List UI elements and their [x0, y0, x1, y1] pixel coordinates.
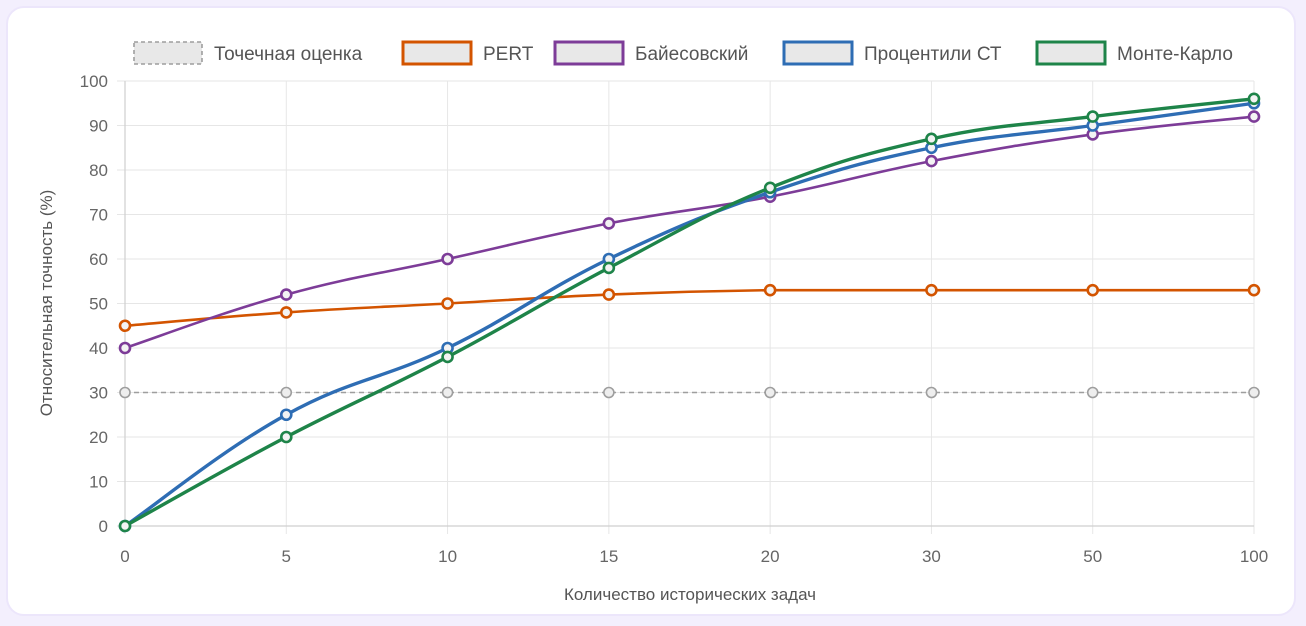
- data-point: [1086, 110, 1100, 123]
- x-tick-label: 50: [1083, 547, 1102, 566]
- series-line: [124, 288, 1254, 328]
- x-tick-label: 5: [282, 547, 291, 566]
- data-point: [925, 283, 938, 297]
- legend-item-1: PERT: [401, 40, 534, 66]
- data-point: [925, 132, 938, 146]
- legend: Точечная оценка PERT Байесовский Процентили…: [133, 40, 1233, 66]
- data-point: [118, 341, 132, 355]
- series-0: [119, 386, 1260, 399]
- axes: [124, 81, 1254, 527]
- legend-swatch: [782, 40, 854, 66]
- series-1: [118, 283, 1261, 333]
- y-axis-title: Относительная точность (%): [37, 190, 56, 417]
- y-tick-label: 80: [89, 161, 108, 180]
- x-tick-label: 10: [438, 547, 457, 566]
- y-tick-label: 70: [89, 206, 108, 225]
- x-tick-label: 100: [1240, 547, 1268, 566]
- data-point: [279, 408, 293, 422]
- data-point: [441, 386, 454, 399]
- data-point: [441, 252, 454, 266]
- tick-labels: 0 10 20 30 40 50 60 70 80 90 100 0 5 10 15 20 30 50 100: [80, 72, 1269, 566]
- chart-card: [6, 6, 1296, 616]
- data-point: [118, 519, 132, 533]
- data-point: [602, 261, 616, 275]
- y-tick-label: 90: [89, 117, 108, 136]
- data-point: [1086, 283, 1100, 297]
- data-point: [279, 430, 293, 444]
- series-4: [118, 92, 1261, 533]
- data-point: [1247, 283, 1261, 297]
- data-point: [1086, 386, 1099, 399]
- data-point: [925, 154, 938, 168]
- data-point: [118, 319, 132, 333]
- legend-label: PERT: [483, 44, 534, 65]
- y-tick-label: 100: [80, 72, 108, 91]
- x-axis-title: Количество исторических задач: [564, 585, 816, 604]
- data-point: [763, 181, 777, 195]
- legend-item-0: Точечная оценка: [133, 41, 363, 65]
- series-line: [124, 97, 1255, 528]
- series-2: [118, 110, 1261, 355]
- data-point: [280, 386, 293, 399]
- y-tick-label: 30: [89, 384, 108, 403]
- legend-label: Процентили СТ: [864, 44, 1002, 65]
- x-tick-label: 30: [922, 547, 941, 566]
- data-point: [1247, 110, 1261, 123]
- series-line: [124, 101, 1255, 528]
- legend-label: Точечная оценка: [214, 44, 363, 65]
- data-point: [602, 288, 616, 301]
- legend-label: Байесовский: [635, 44, 748, 65]
- data-point: [602, 217, 616, 230]
- legend-item-3: Процентили СТ: [782, 40, 1002, 66]
- legend-label: Монте-Карло: [1117, 44, 1233, 65]
- legend-swatch: [401, 40, 473, 66]
- data-point: [925, 386, 938, 399]
- y-tick-label: 20: [89, 428, 108, 447]
- data-point: [279, 288, 293, 301]
- legend-item-2: Байесовский: [553, 40, 748, 66]
- legend-swatch: [1035, 40, 1107, 66]
- data-point: [441, 350, 454, 364]
- data-point: [119, 386, 131, 399]
- series-line: [124, 115, 1255, 350]
- legend-item-4: Монте-Карло: [1035, 40, 1233, 66]
- y-tick-label: 0: [99, 517, 108, 536]
- data-point: [764, 386, 776, 399]
- y-tick-label: 10: [89, 473, 108, 492]
- legend-swatch: [553, 40, 625, 66]
- data-point: [441, 297, 454, 310]
- series-lines: [118, 92, 1261, 533]
- x-tick-label: 15: [599, 547, 618, 566]
- y-tick-label: 40: [89, 339, 108, 358]
- data-point: [1247, 92, 1261, 106]
- data-point: [1248, 386, 1260, 399]
- data-point: [279, 306, 293, 319]
- y-tick-label: 50: [89, 295, 108, 314]
- legend-swatch: [133, 41, 203, 65]
- x-tick-label: 0: [120, 547, 129, 566]
- x-tick-label: 20: [761, 547, 780, 566]
- y-tick-label: 60: [89, 250, 108, 269]
- data-point: [763, 283, 777, 297]
- data-point: [603, 386, 615, 399]
